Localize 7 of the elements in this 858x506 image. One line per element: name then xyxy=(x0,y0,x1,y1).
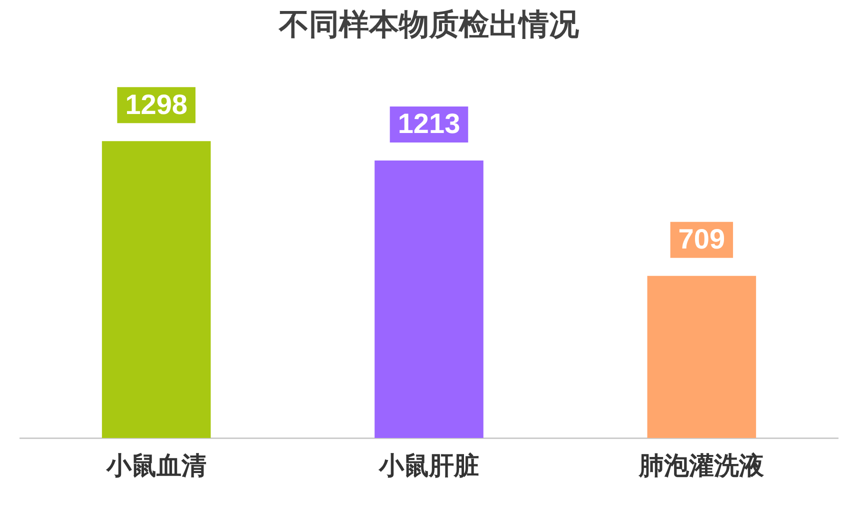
x-tick-label: 小鼠肝脏 xyxy=(378,452,479,480)
x-tick-label: 小鼠血清 xyxy=(105,452,206,480)
data-label: 1213 xyxy=(398,108,460,140)
chart-title: 不同样本物质检出情况 xyxy=(278,8,580,42)
data-label: 1298 xyxy=(125,88,188,120)
x-tick-label: 肺泡灌洗液 xyxy=(638,452,766,480)
data-label: 709 xyxy=(678,224,726,255)
